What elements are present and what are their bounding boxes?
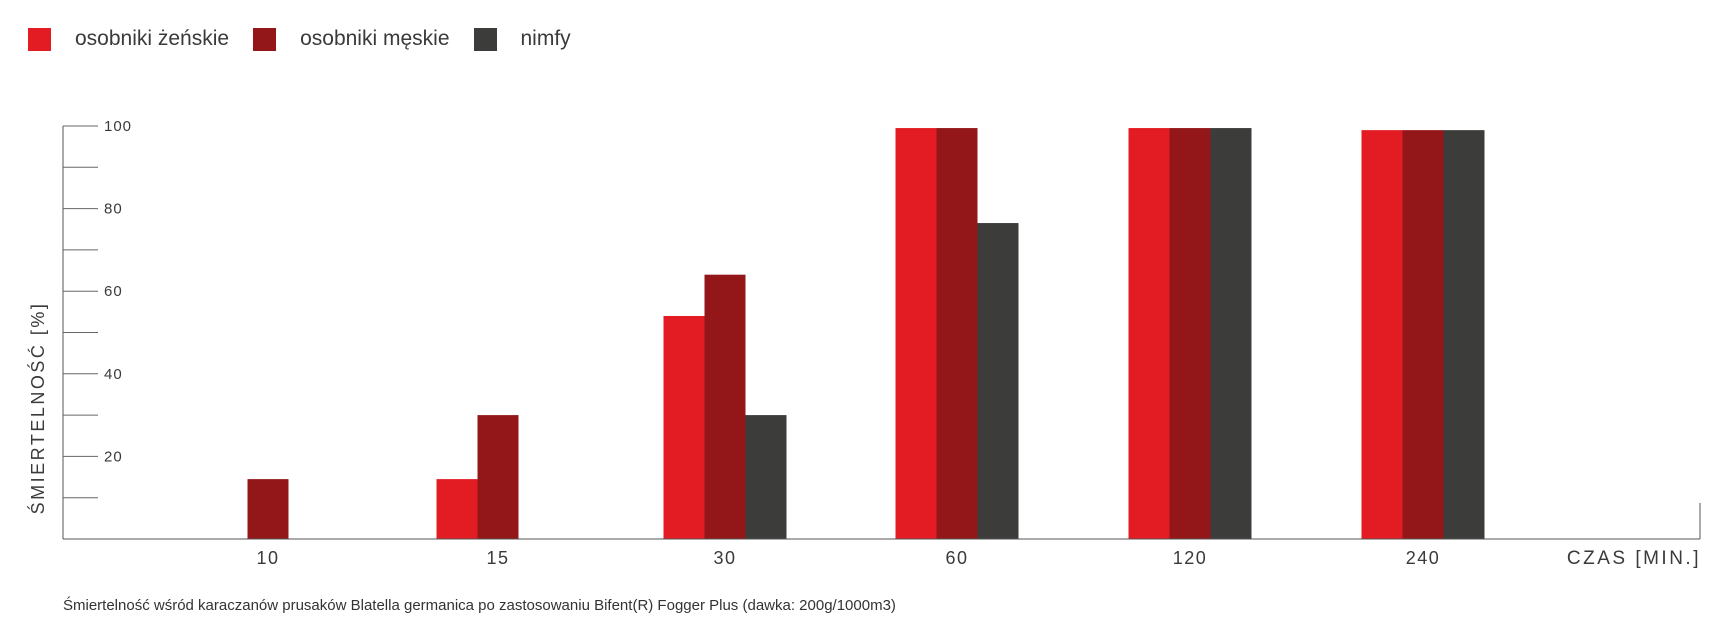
labels-group: 20 40 60 80 100 10 15 30 60 120 240 CZAS [MIN.] ŚMIE…	[27, 118, 1701, 569]
legend-item-males: osobniki męskie	[253, 27, 450, 51]
legend-label-males: osobniki męskie	[300, 27, 450, 50]
bar-15-series-1	[477, 415, 519, 539]
bar-30-series-0	[663, 315, 705, 539]
legend-item-nymphs: nimfy	[473, 27, 571, 51]
bar-240-series-1	[1402, 130, 1444, 539]
legend-swatch-nymphs	[473, 27, 497, 51]
x-tick-label-120: 120	[1173, 548, 1208, 568]
chart-caption: Śmiertelność wśród karaczanów prusaków B…	[63, 597, 896, 614]
legend-label-nymphs: nimfy	[520, 27, 571, 50]
x-axis-title: CZAS [MIN.]	[1567, 548, 1701, 569]
bar-15-series-0	[436, 479, 478, 539]
legend-item-females: osobniki żeńskie	[28, 27, 229, 51]
y-axis-title: ŚMIERTELNOŚĆ [%]	[27, 302, 48, 515]
x-tick-label-10: 10	[256, 548, 279, 568]
bar-120-series-0	[1128, 128, 1170, 539]
x-tick-label-15: 15	[486, 548, 509, 568]
bar-30-series-1	[704, 274, 746, 539]
x-tick-label-240: 240	[1406, 548, 1441, 568]
bar-60-series-2	[977, 223, 1019, 539]
bars-group	[247, 128, 1485, 539]
bar-60-series-1	[936, 128, 978, 539]
y-tick-label-20: 20	[104, 448, 123, 465]
x-tick-label-30: 30	[713, 548, 736, 568]
bar-30-series-2	[745, 415, 787, 539]
legend-label-females: osobniki żeńskie	[75, 27, 230, 50]
bar-240-series-0	[1361, 130, 1403, 539]
legend-swatch-males	[253, 27, 277, 51]
y-tick-label-100: 100	[104, 118, 132, 135]
bar-60-series-0	[895, 128, 937, 539]
bar-10-series-1	[247, 479, 289, 539]
x-tick-label-60: 60	[945, 548, 968, 568]
bar-240-series-2	[1443, 130, 1485, 539]
y-tick-label-80: 80	[104, 201, 123, 218]
bar-120-series-2	[1210, 128, 1252, 539]
legend-swatch-females	[28, 27, 51, 51]
y-tick-label-40: 40	[104, 366, 123, 383]
bar-120-series-1	[1169, 128, 1211, 539]
y-tick-label-60: 60	[104, 283, 123, 300]
axes-group	[62, 125, 1701, 540]
legend: osobniki żeńskie osobniki męskie nimfy	[28, 26, 595, 52]
